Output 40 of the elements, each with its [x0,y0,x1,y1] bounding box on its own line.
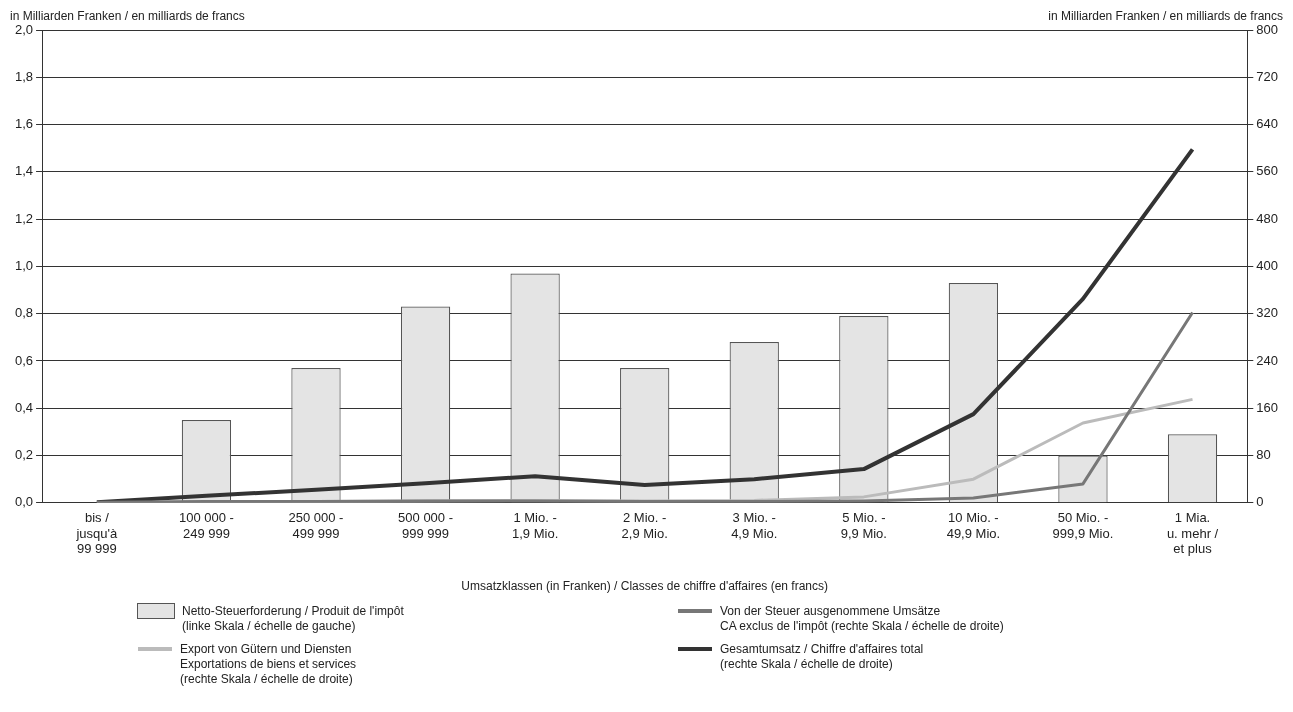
y2-tick-label: 560 [1256,163,1279,179]
x-tick-label: 5 Mio. - 9,9 Mio. [840,510,887,541]
y2-tick-label: 0 [1256,494,1264,510]
y2-tick-label: 640 [1256,116,1279,132]
y-tick-label: 1,6 [14,116,34,132]
x-tick-label: 1 Mia. u. mehr / et plus [1166,510,1219,557]
legend-label: Von der Steuer ausgenommene Umsätze CA exclus de l'impôt (rechte Skala / échelle de droite) [720,604,1004,634]
x-tick-label: 3 Mio. - 4,9 Mio. [731,510,778,541]
x-tick-label: 500 000 - 999 999 [398,510,454,541]
x-tick-label: 50 Mio. - 999,9 Mio. [1052,510,1114,541]
y2-tick-label: 400 [1256,257,1279,273]
y2-tick-label: 80 [1256,447,1271,463]
y-tick-label: 1,8 [14,68,34,84]
x-tick-label: 10 Mio. - 49,9 Mio. [946,510,1001,541]
x-axis-title: Umsatzklassen (in Franken) / Classes de chiffre d'affaires (en francs) [461,579,829,594]
x-tick-label: bis / jusqu'à 99 999 [75,510,119,557]
y-tick-label: 2,0 [14,21,34,37]
y-tick-label: 0,6 [14,352,34,368]
y2-tick-label: 160 [1256,399,1279,415]
y-tick-label: 0,0 [14,494,34,510]
x-tick-label: 100 000 - 249 999 [178,510,234,541]
x-tick-label: 1 Mio. - 1,9 Mio. [512,510,559,541]
y-tick-label: 1,2 [14,210,34,226]
y2-axis-title: in Milliarden Franken / en milliards de francs [1048,9,1283,23]
legend-label: Gesamtumsatz / Chiffre d'affaires total (rechte Skala / échelle de droite) [720,642,924,672]
y-tick-label: 0,8 [14,305,34,321]
x-tick-label: 250 000 - 499 999 [288,510,344,541]
y2-tick-label: 240 [1256,352,1279,368]
y-axis-title: in Milliarden Franken / en milliards de francs [10,9,245,23]
y2-tick-label: 720 [1256,68,1279,84]
y-tick-label: 1,4 [14,163,34,179]
y2-tick-label: 800 [1256,21,1279,37]
legend-label: Netto-Steuerforderung / Produit de l'impôt (linke Skala / échelle de gauche) [182,604,404,634]
y-tick-label: 0,2 [14,447,34,463]
y2-tick-label: 320 [1256,305,1279,321]
x-tick-label: 2 Mio. - 2,9 Mio. [621,510,668,541]
y-tick-label: 0,4 [14,399,34,415]
y-tick-label: 1,0 [14,257,34,273]
y2-tick-label: 480 [1256,210,1279,226]
legend-label: Export von Gütern und Diensten Exportations de biens et services (rechte Skala / échelle de droite) [180,642,357,687]
